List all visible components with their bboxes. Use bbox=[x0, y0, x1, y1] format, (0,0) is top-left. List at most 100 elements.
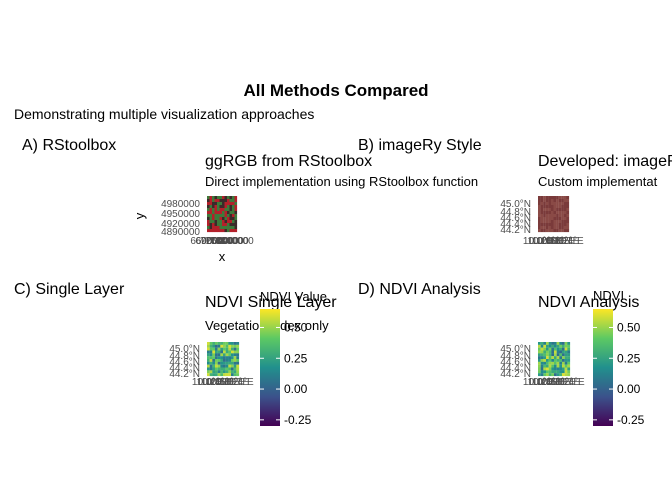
raster-cell bbox=[220, 361, 224, 365]
raster-cell bbox=[223, 350, 226, 354]
raster-cell bbox=[214, 223, 218, 227]
raster-cell bbox=[540, 199, 544, 203]
raster-cell bbox=[236, 344, 240, 348]
raster-cell bbox=[212, 347, 216, 351]
raster-cell bbox=[551, 373, 555, 377]
raster-cell bbox=[214, 199, 218, 203]
raster-cell bbox=[234, 196, 238, 200]
raster-cell bbox=[217, 373, 221, 377]
raster-cell bbox=[233, 347, 237, 351]
raster-cell bbox=[559, 356, 563, 360]
raster-cell bbox=[228, 361, 232, 365]
raster-cell bbox=[563, 196, 567, 200]
raster-cell bbox=[229, 196, 233, 200]
raster-cell bbox=[207, 196, 210, 200]
raster-cell bbox=[233, 364, 237, 368]
raster-cell bbox=[543, 226, 546, 230]
x-tick-label: 11.0°E bbox=[545, 236, 575, 247]
raster-cell bbox=[217, 342, 221, 345]
raster-cell bbox=[558, 226, 562, 230]
legend-tick-label: -0.25 bbox=[617, 413, 645, 427]
raster-cell bbox=[236, 373, 240, 377]
panel-d-y-ticks: 45.0°N44.8°N44.6°N44.4°N44.2°N bbox=[500, 344, 531, 380]
raster-cell bbox=[563, 217, 567, 221]
raster-cell bbox=[551, 350, 555, 354]
raster-cell bbox=[236, 342, 240, 345]
raster-cell bbox=[538, 226, 541, 230]
raster-cell bbox=[567, 367, 571, 371]
raster-cell bbox=[232, 229, 235, 233]
raster-cell bbox=[562, 353, 565, 357]
raster-cell bbox=[209, 202, 213, 206]
raster-cell bbox=[563, 226, 567, 230]
raster-cell bbox=[207, 361, 210, 365]
raster-cell bbox=[554, 350, 557, 354]
raster-cell bbox=[556, 220, 559, 224]
raster-cell bbox=[538, 373, 541, 377]
y-tick-label: 44.2°N bbox=[169, 369, 200, 380]
raster-cell bbox=[561, 208, 564, 212]
raster-cell bbox=[564, 364, 568, 368]
raster-cell bbox=[546, 364, 549, 368]
raster-cell bbox=[545, 202, 549, 206]
raster-cell bbox=[229, 199, 233, 203]
x-tick-label: 11.2°E bbox=[220, 377, 250, 388]
raster-cell bbox=[556, 370, 560, 374]
raster-cell bbox=[556, 199, 559, 203]
raster-cell bbox=[543, 361, 547, 365]
raster-cell bbox=[548, 205, 552, 209]
raster-cell bbox=[546, 359, 549, 362]
raster-cell bbox=[556, 353, 560, 357]
raster-cell bbox=[214, 205, 218, 209]
y-tick-label: 44.4°N bbox=[169, 363, 200, 374]
x-tick-label: 10.8°E bbox=[541, 377, 571, 388]
raster-cell bbox=[220, 370, 224, 374]
raster-cell bbox=[223, 359, 226, 362]
raster-cell bbox=[224, 199, 228, 203]
raster-cell bbox=[543, 208, 546, 212]
raster-cell bbox=[566, 223, 570, 227]
raster-cell bbox=[207, 370, 210, 374]
raster-cell bbox=[550, 214, 554, 218]
raster-cell bbox=[545, 196, 549, 200]
raster-cell bbox=[207, 223, 210, 227]
raster-cell bbox=[232, 214, 235, 218]
raster-cell bbox=[233, 356, 237, 360]
legend-tick-label: 0.25 bbox=[284, 351, 308, 365]
raster-cell bbox=[548, 361, 552, 365]
raster-cell bbox=[215, 344, 218, 348]
raster-cell bbox=[219, 217, 223, 221]
raster-cell bbox=[222, 223, 225, 227]
raster-cell bbox=[556, 229, 559, 233]
raster-cell bbox=[548, 199, 552, 203]
raster-cell bbox=[229, 223, 233, 227]
raster-cell bbox=[225, 361, 229, 365]
raster-cell bbox=[550, 205, 554, 209]
x-tick-label: 10.0°E bbox=[192, 377, 222, 388]
raster-cell bbox=[538, 356, 541, 360]
legend-tick-label: 0.50 bbox=[617, 320, 641, 334]
raster-cell bbox=[212, 370, 216, 374]
raster-cell bbox=[217, 361, 221, 365]
raster-cell bbox=[225, 367, 229, 371]
raster-cell bbox=[540, 217, 544, 221]
raster-cell bbox=[561, 223, 564, 227]
raster-cell bbox=[543, 367, 547, 371]
raster-cell bbox=[550, 199, 554, 203]
raster-cell bbox=[548, 342, 552, 345]
raster-cell bbox=[207, 359, 210, 362]
raster-cell bbox=[563, 205, 567, 209]
raster-cell bbox=[209, 350, 213, 354]
raster-cell bbox=[551, 361, 555, 365]
raster-cell bbox=[207, 344, 210, 348]
raster-cell bbox=[553, 199, 557, 203]
raster-cell bbox=[543, 211, 546, 215]
raster-cell bbox=[212, 353, 216, 357]
raster-cell bbox=[556, 214, 559, 218]
x-tick-label: 10.6°E bbox=[537, 377, 567, 388]
raster-cell bbox=[554, 344, 557, 348]
raster-cell bbox=[553, 208, 557, 212]
raster-cell bbox=[234, 202, 238, 206]
y-tick-label: 45.0°N bbox=[500, 344, 531, 355]
